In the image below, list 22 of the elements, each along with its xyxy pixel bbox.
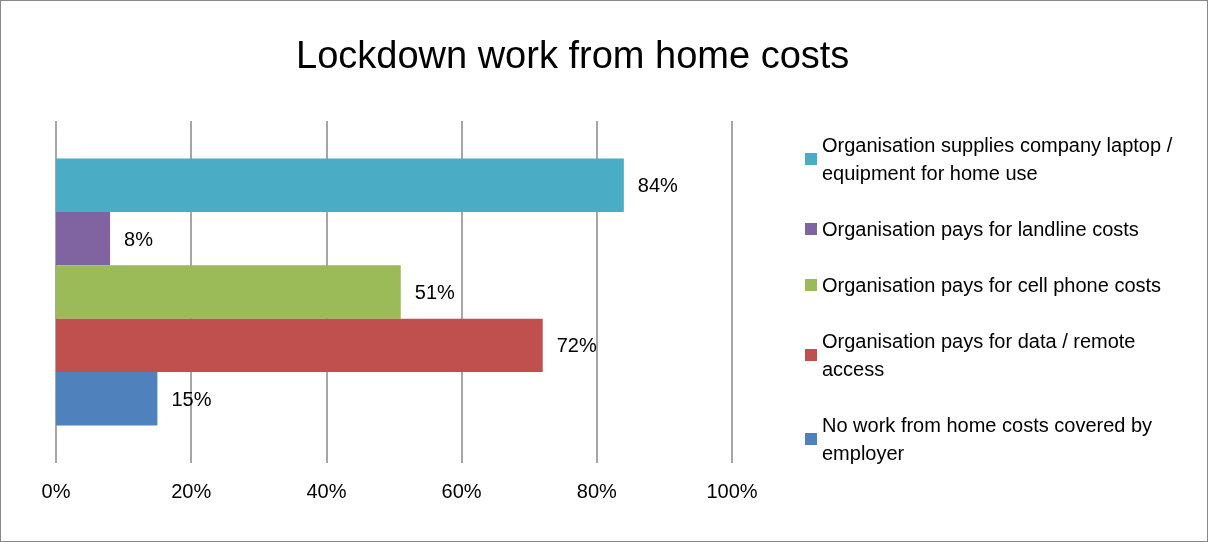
legend-label: Organisation pays for data / remote access xyxy=(822,330,1142,380)
chart-title: Lockdown work from home costs xyxy=(296,34,850,76)
x-tick-label: 60% xyxy=(441,480,482,502)
data-label: 51% xyxy=(414,281,456,303)
data-label: 84% xyxy=(637,174,679,197)
bar xyxy=(56,318,543,373)
legend-label: Organisation supplies company laptop / equipment for home use xyxy=(822,134,1178,184)
bar xyxy=(56,265,401,319)
bar xyxy=(56,158,624,212)
bar xyxy=(56,372,158,426)
legend-label: Organisation pays for landline costs xyxy=(822,218,1139,240)
bar xyxy=(56,211,111,266)
legend-label: Organisation pays for cell phone costs xyxy=(822,274,1162,296)
x-tick-label: 0% xyxy=(41,480,71,502)
x-tick-label: 100% xyxy=(706,480,758,502)
legend-label: No work from home costs covered by employer xyxy=(822,414,1158,464)
x-tick-label: 80% xyxy=(576,480,618,502)
data-label: 15% xyxy=(171,387,212,410)
data-label: 8% xyxy=(124,227,154,250)
data-label: 72% xyxy=(556,334,597,357)
x-tick-label: 20% xyxy=(171,480,212,502)
x-tick-label: 40% xyxy=(306,480,347,502)
